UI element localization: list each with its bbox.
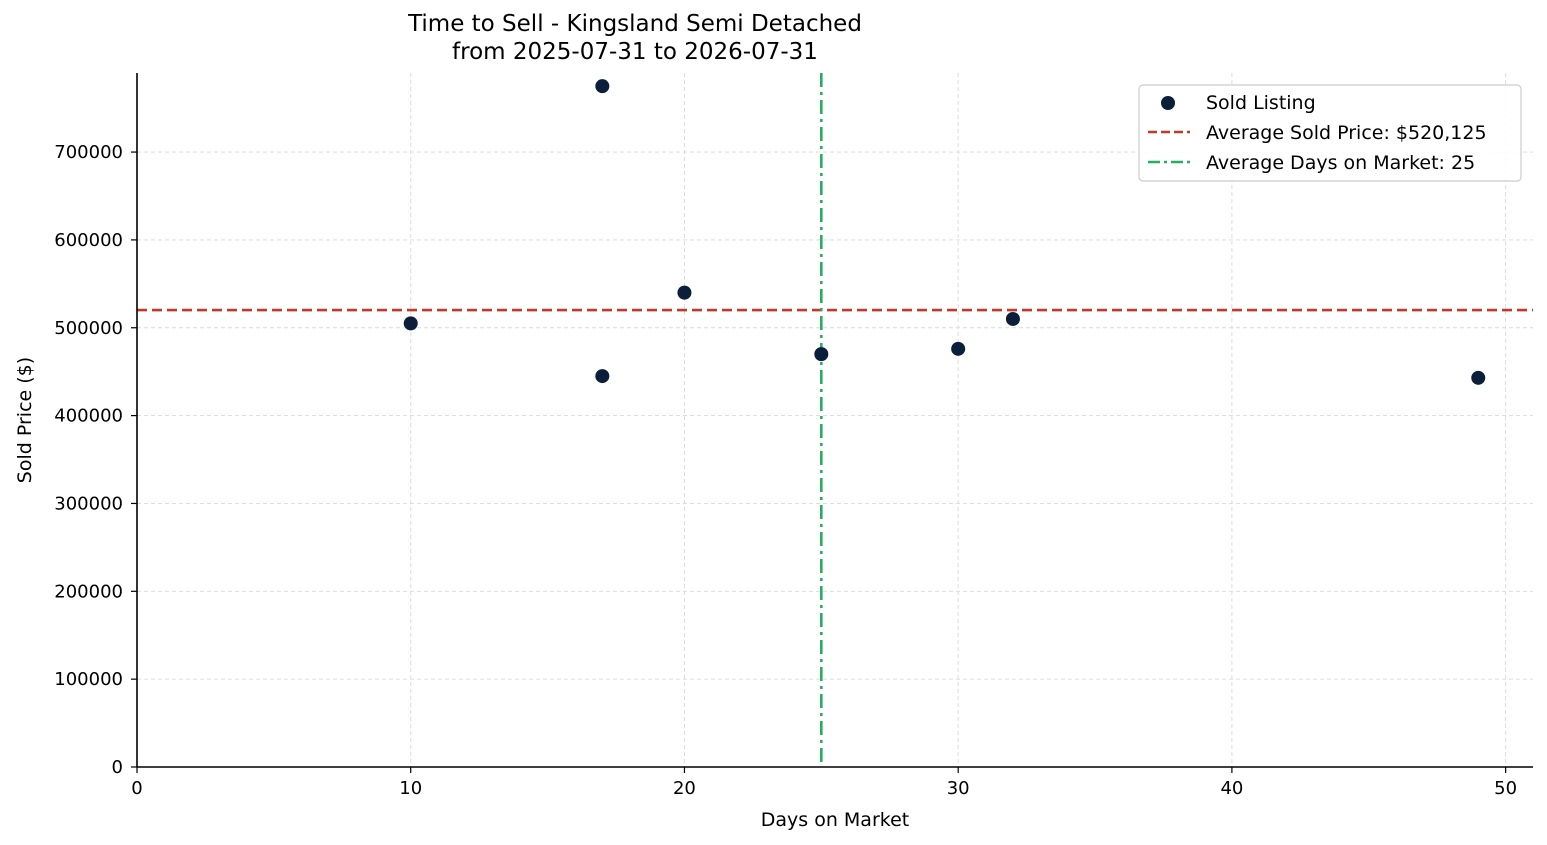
data-point	[677, 285, 692, 300]
y-tick-label: 200000	[54, 581, 123, 602]
chart-title-line1: Time to Sell - Kingsland Semi Detached	[408, 11, 862, 37]
legend-label: Average Days on Market: 25	[1206, 152, 1475, 174]
x-tick-label: 0	[131, 778, 142, 799]
legend-marker	[1161, 96, 1175, 110]
data-point	[814, 347, 829, 362]
chart-title-line2: from 2025-07-31 to 2026-07-31	[452, 39, 818, 65]
y-tick-label: 100000	[54, 669, 123, 690]
data-point	[595, 369, 610, 384]
y-tick-label: 500000	[54, 318, 123, 339]
data-point	[1005, 311, 1020, 326]
data-point	[1471, 370, 1486, 385]
x-tick-label: 40	[1220, 778, 1243, 799]
legend-label: Average Sold Price: $520,125	[1206, 122, 1487, 144]
tick-labels: 0 10 20 30 40 50 0 100000 200000 300000 400000 5000…	[54, 142, 1517, 799]
data-point	[951, 341, 966, 356]
y-tick-label: 600000	[54, 230, 123, 251]
legend-frame	[1138, 84, 1522, 182]
x-tick-label: 50	[1494, 778, 1517, 799]
y-tick-label: 400000	[54, 406, 123, 427]
legend: Sold Listing Average Sold Price: $520,125…	[1138, 84, 1522, 182]
data-points	[403, 79, 1486, 385]
x-axis-label: Days on Market	[761, 809, 909, 831]
y-tick-label: 300000	[54, 493, 123, 514]
y-axis-label: Sold Price ($)	[14, 357, 36, 483]
x-tick-label: 10	[399, 778, 422, 799]
axes	[136, 73, 1533, 768]
x-tick-label: 20	[673, 778, 696, 799]
data-point	[403, 316, 418, 331]
chart-title: Time to Sell - Kingsland Semi Detached f…	[0, 10, 1270, 66]
legend-label: Sold Listing	[1206, 92, 1316, 114]
y-tick-label: 0	[112, 757, 123, 778]
y-tick-label: 700000	[54, 142, 123, 163]
x-tick-label: 30	[947, 778, 970, 799]
data-point	[595, 79, 610, 94]
reference-lines	[137, 73, 1533, 767]
